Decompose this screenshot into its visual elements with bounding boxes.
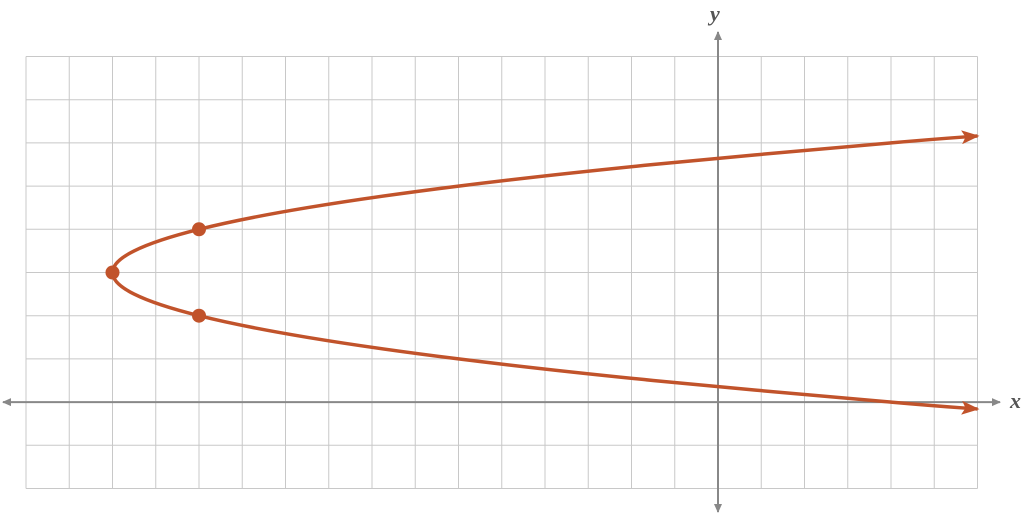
y-axis-label: y xyxy=(707,1,720,26)
axes xyxy=(2,31,1001,513)
point xyxy=(105,265,120,280)
grid xyxy=(25,56,978,489)
plot xyxy=(105,130,980,415)
x-axis-label: x xyxy=(1009,388,1021,413)
point xyxy=(192,308,206,323)
point xyxy=(192,222,206,237)
